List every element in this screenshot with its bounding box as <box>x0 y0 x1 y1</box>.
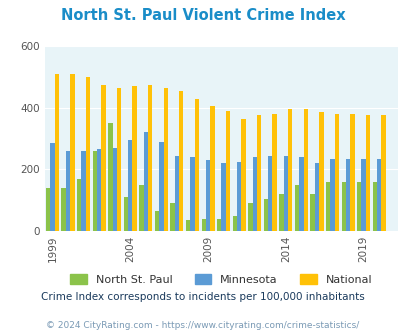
Bar <box>112 148 117 231</box>
Bar <box>170 203 174 231</box>
Bar <box>314 163 318 231</box>
Bar <box>139 185 143 231</box>
Bar <box>225 111 230 231</box>
Bar <box>185 220 190 231</box>
Bar <box>247 203 252 231</box>
Bar <box>380 115 385 231</box>
Bar <box>287 109 292 231</box>
Bar <box>190 157 194 231</box>
Bar <box>294 185 298 231</box>
Bar <box>85 77 90 231</box>
Bar <box>55 74 59 231</box>
Bar <box>272 114 276 231</box>
Bar <box>117 88 121 231</box>
Bar <box>97 149 101 231</box>
Bar <box>365 115 369 231</box>
Text: North St. Paul Violent Crime Index: North St. Paul Violent Crime Index <box>60 8 345 23</box>
Bar <box>194 99 198 231</box>
Bar <box>61 188 66 231</box>
Bar <box>356 182 360 231</box>
Bar <box>70 74 75 231</box>
Bar <box>279 194 283 231</box>
Bar <box>147 85 152 231</box>
Bar <box>205 160 210 231</box>
Bar <box>330 159 334 231</box>
Bar <box>241 118 245 231</box>
Bar <box>221 163 225 231</box>
Bar <box>159 142 163 231</box>
Bar <box>283 155 287 231</box>
Bar <box>101 85 105 231</box>
Bar <box>298 157 303 231</box>
Bar <box>124 197 128 231</box>
Bar <box>256 115 260 231</box>
Bar <box>66 151 70 231</box>
Bar <box>325 182 330 231</box>
Legend: North St. Paul, Minnesota, National: North St. Paul, Minnesota, National <box>66 270 376 289</box>
Bar <box>154 211 159 231</box>
Bar <box>310 194 314 231</box>
Bar <box>263 199 267 231</box>
Text: © 2024 CityRating.com - https://www.cityrating.com/crime-statistics/: © 2024 CityRating.com - https://www.city… <box>46 321 359 330</box>
Text: Crime Index corresponds to incidents per 100,000 inhabitants: Crime Index corresponds to incidents per… <box>41 292 364 302</box>
Bar <box>128 140 132 231</box>
Bar <box>77 179 81 231</box>
Bar <box>92 151 97 231</box>
Bar <box>267 155 272 231</box>
Bar <box>372 182 376 231</box>
Bar <box>50 143 55 231</box>
Bar <box>303 109 307 231</box>
Bar <box>81 151 85 231</box>
Bar <box>350 114 354 231</box>
Bar <box>179 91 183 231</box>
Bar <box>252 157 256 231</box>
Bar <box>174 155 179 231</box>
Bar <box>345 159 350 231</box>
Bar <box>163 88 168 231</box>
Bar <box>201 219 205 231</box>
Bar <box>132 86 136 231</box>
Bar <box>376 159 380 231</box>
Bar <box>108 123 112 231</box>
Bar <box>360 159 365 231</box>
Bar <box>341 182 345 231</box>
Bar <box>217 219 221 231</box>
Bar <box>318 113 323 231</box>
Bar <box>232 215 237 231</box>
Bar <box>46 188 50 231</box>
Bar <box>237 162 241 231</box>
Bar <box>334 114 338 231</box>
Bar <box>143 132 147 231</box>
Bar <box>210 106 214 231</box>
